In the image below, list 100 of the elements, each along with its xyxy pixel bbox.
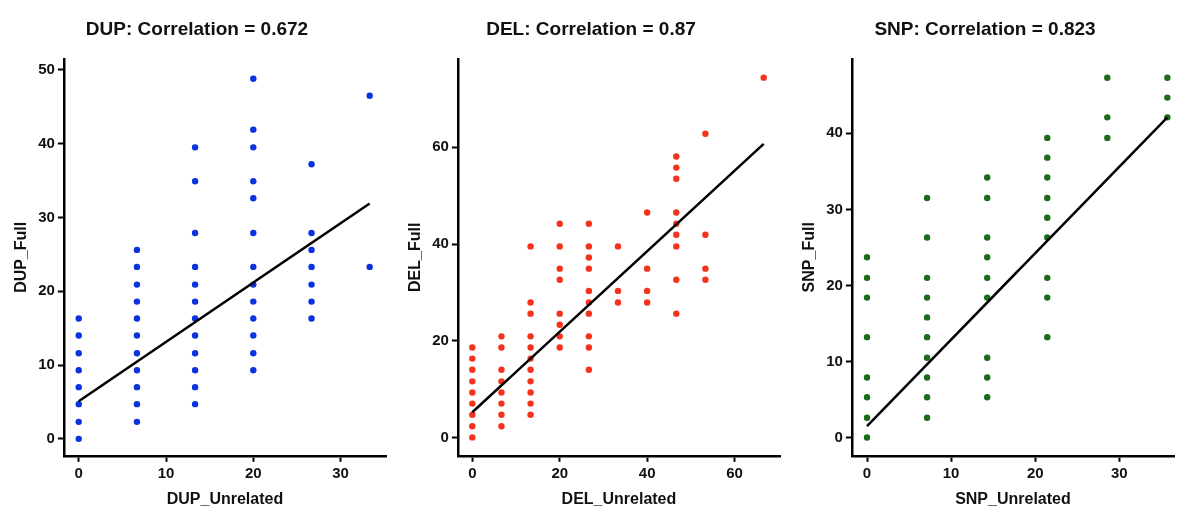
- x-tick-label: 10: [942, 463, 960, 481]
- point: [863, 414, 871, 421]
- y-axis-title: SNP_Full: [800, 222, 818, 293]
- point: [133, 350, 141, 357]
- point: [191, 144, 199, 151]
- point: [191, 367, 199, 374]
- point: [1164, 74, 1171, 82]
- point: [863, 394, 871, 401]
- x-tick-label: 30: [332, 463, 349, 481]
- y-tick-label: 40: [432, 234, 449, 252]
- point: [923, 194, 931, 202]
- point: [191, 400, 199, 408]
- y-tick-label: 10: [38, 355, 55, 373]
- y-axis-title: DEL_Full: [406, 222, 424, 292]
- point: [250, 178, 257, 185]
- point: [1044, 294, 1051, 301]
- point: [133, 400, 141, 408]
- point: [133, 383, 141, 391]
- x-tick-label: 0: [862, 463, 872, 481]
- x-tick-label: 0: [468, 463, 477, 481]
- point: [75, 400, 82, 408]
- x-axis-title: DEL_Unrelated: [561, 489, 677, 507]
- y-tick-label: 10: [826, 351, 843, 369]
- point: [863, 333, 871, 341]
- point: [863, 254, 871, 261]
- point: [1044, 174, 1051, 181]
- y-tick-label: 40: [826, 123, 843, 141]
- point: [1044, 194, 1051, 202]
- point: [308, 246, 315, 254]
- y-tick-label: 40: [38, 133, 55, 151]
- x-axis-title: DUP_Unrelated: [166, 489, 284, 507]
- point: [308, 281, 315, 288]
- point: [1044, 154, 1051, 161]
- point: [191, 298, 199, 305]
- point: [1104, 74, 1111, 82]
- point: [308, 229, 315, 237]
- point: [984, 354, 991, 361]
- point: [133, 367, 141, 374]
- point: [191, 263, 199, 271]
- point: [923, 294, 931, 301]
- y-tick-label: 20: [432, 330, 449, 348]
- point: [366, 92, 373, 99]
- point: [133, 332, 141, 339]
- point: [863, 274, 871, 282]
- point: [250, 144, 257, 151]
- point: [191, 350, 199, 357]
- x-tick-label: 20: [1026, 463, 1044, 481]
- y-tick-label: 0: [834, 427, 843, 445]
- point: [308, 263, 315, 271]
- point: [366, 263, 373, 271]
- point: [984, 254, 991, 261]
- point: [133, 315, 141, 322]
- point: [250, 75, 257, 82]
- y-tick-label: 0: [440, 427, 449, 445]
- x-tick-label: 30: [1110, 463, 1128, 481]
- point: [1044, 333, 1051, 341]
- point: [923, 354, 931, 361]
- y-tick-label: 50: [38, 60, 55, 78]
- point: [984, 194, 991, 202]
- point: [75, 332, 82, 339]
- point: [250, 195, 257, 202]
- point: [75, 350, 82, 357]
- point: [250, 229, 257, 237]
- y-tick-label: 20: [38, 281, 55, 299]
- point: [1044, 274, 1051, 282]
- x-tick-label: 20: [551, 463, 569, 481]
- point: [191, 229, 199, 237]
- y-tick-label: 20: [826, 275, 843, 293]
- point: [75, 383, 82, 391]
- point: [250, 263, 257, 271]
- point: [250, 298, 257, 305]
- y-tick-label: 60: [432, 137, 449, 155]
- point: [923, 374, 931, 381]
- point: [863, 434, 871, 441]
- point: [984, 394, 991, 401]
- point: [133, 281, 141, 288]
- x-tick-label: 0: [74, 463, 83, 481]
- point: [923, 234, 931, 241]
- point: [923, 333, 931, 341]
- point: [133, 418, 141, 426]
- point: [1044, 134, 1051, 142]
- point: [250, 315, 257, 322]
- point: [250, 126, 257, 133]
- point: [308, 315, 315, 322]
- point: [191, 281, 199, 288]
- point: [75, 315, 82, 322]
- chart-title: DEL: Correlation = 0.87: [486, 17, 696, 39]
- point: [1104, 114, 1111, 121]
- y-tick-label: 0: [46, 428, 55, 446]
- point: [133, 298, 141, 305]
- y-tick-label: 30: [38, 207, 55, 225]
- point: [923, 394, 931, 401]
- y-axis-title: DUP_Full: [12, 221, 30, 293]
- x-tick-label: 60: [726, 463, 743, 481]
- point: [308, 161, 315, 168]
- point: [133, 246, 141, 254]
- point: [984, 374, 991, 381]
- chart-title: DUP: Correlation = 0.672: [85, 17, 309, 39]
- point: [984, 234, 991, 241]
- point: [984, 174, 991, 181]
